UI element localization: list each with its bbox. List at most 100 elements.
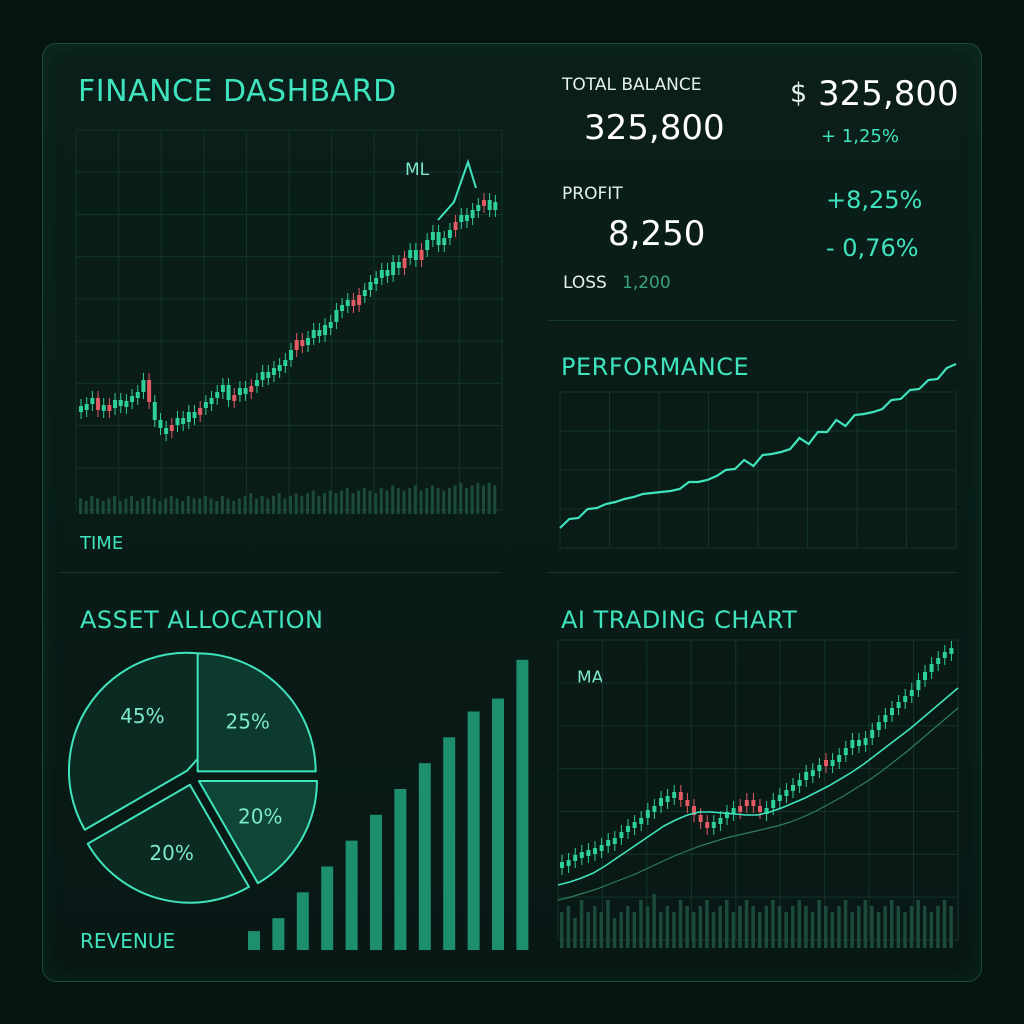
volume-bar xyxy=(784,912,788,948)
main-price-chart[interactable] xyxy=(75,129,503,520)
volume-bar xyxy=(876,912,881,948)
volume-bar xyxy=(929,912,934,948)
candle xyxy=(243,388,248,394)
volume-bar xyxy=(323,493,327,514)
performance-chart[interactable] xyxy=(559,362,957,549)
candle xyxy=(408,250,413,258)
total-balance-value: 325,800 xyxy=(584,108,725,148)
pie-slice-label: 20% xyxy=(149,841,193,865)
currency-symbol: $ xyxy=(790,78,808,109)
candle xyxy=(579,852,584,858)
divider-right-top xyxy=(548,320,956,321)
candle xyxy=(612,838,617,844)
volume-bar xyxy=(90,495,94,514)
volume-bar xyxy=(158,501,162,514)
candle xyxy=(771,800,776,808)
volume-bar xyxy=(328,490,332,514)
volume-bar xyxy=(791,906,795,948)
volume-bar xyxy=(391,485,395,514)
candle xyxy=(289,350,293,360)
revenue-bar xyxy=(345,840,358,950)
volume-bar xyxy=(152,498,156,514)
volume-bar xyxy=(192,498,196,514)
volume-bar xyxy=(476,482,480,514)
candle xyxy=(725,812,729,818)
volume-bar xyxy=(797,900,802,948)
candle xyxy=(385,270,390,276)
candle xyxy=(665,796,670,802)
volume-bar xyxy=(385,490,389,514)
volume-bar xyxy=(771,900,775,948)
candle xyxy=(493,202,498,210)
candle xyxy=(659,798,663,806)
candle xyxy=(357,295,362,305)
candle xyxy=(876,722,881,730)
volume-bar xyxy=(949,906,953,948)
candle xyxy=(738,806,743,812)
volume-bar xyxy=(487,482,491,514)
candle xyxy=(300,340,305,346)
candle xyxy=(949,648,954,654)
candle xyxy=(824,760,828,766)
volume-bar xyxy=(243,495,247,514)
candle xyxy=(198,408,203,415)
volume-bar xyxy=(698,906,703,948)
total-balance-change: + 1,25% xyxy=(821,126,899,147)
moving-average-line-slow xyxy=(557,707,959,901)
volume-bar xyxy=(220,495,224,514)
candle xyxy=(345,300,350,306)
volume-bar xyxy=(824,906,828,948)
candle xyxy=(402,258,407,268)
volume-bar xyxy=(351,493,355,514)
ai-trading-chart[interactable] xyxy=(557,639,959,952)
revenue-bar-chart[interactable] xyxy=(244,659,529,952)
candle xyxy=(249,386,254,392)
candle xyxy=(90,398,95,404)
candle xyxy=(626,826,630,832)
pie-slice xyxy=(197,780,318,885)
volume-bar xyxy=(672,912,676,948)
candle xyxy=(698,815,703,822)
volume-bar xyxy=(830,912,835,948)
volume-bar xyxy=(705,900,709,948)
profit-value: 8,250 xyxy=(608,214,706,254)
candle xyxy=(118,400,123,406)
volume-bar xyxy=(181,501,185,514)
candle xyxy=(566,860,571,866)
candle xyxy=(317,330,322,336)
candle xyxy=(652,806,657,812)
volume-bar xyxy=(744,900,749,948)
volume-bar xyxy=(374,493,378,514)
profit-change: +8,25% xyxy=(826,186,923,214)
asset-allocation-pie[interactable]: 45% 25% 20% 20% xyxy=(67,651,325,904)
candle xyxy=(731,808,736,814)
main-chart-marker-label: ML xyxy=(405,160,430,180)
volume-bar xyxy=(96,498,100,514)
volume-bar xyxy=(764,906,769,948)
volume-bar xyxy=(804,906,808,948)
volume-bar xyxy=(751,906,755,948)
volume-bar xyxy=(84,501,88,514)
candle xyxy=(678,792,683,800)
candle xyxy=(334,310,339,322)
candle xyxy=(96,398,101,410)
asset-allocation-title: ASSET ALLOCATION xyxy=(80,606,324,634)
candle xyxy=(830,760,835,766)
candle xyxy=(599,845,604,851)
candle xyxy=(84,404,89,410)
candle xyxy=(220,385,225,392)
volume-bar xyxy=(79,498,82,514)
candle xyxy=(283,360,288,366)
candle xyxy=(453,222,458,230)
candle xyxy=(751,800,756,806)
volume-bar xyxy=(419,490,423,514)
volume-bar xyxy=(430,485,434,514)
volume-bar xyxy=(294,493,298,514)
volume-bar xyxy=(843,900,848,948)
volume-bar xyxy=(665,906,670,948)
volume-bar xyxy=(883,906,887,948)
candle xyxy=(639,818,644,824)
pie-slice-label: 45% xyxy=(120,704,164,728)
volume-bar xyxy=(586,912,590,948)
revenue-bar xyxy=(296,892,309,950)
